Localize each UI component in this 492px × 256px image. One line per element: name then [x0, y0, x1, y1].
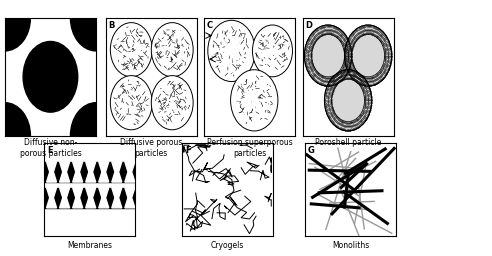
Text: Monoliths: Monoliths	[332, 241, 369, 250]
Circle shape	[252, 25, 292, 77]
Bar	[44, 162, 135, 182]
Text: Diffusive porous
particles: Diffusive porous particles	[120, 138, 183, 158]
Polygon shape	[99, 188, 109, 208]
Circle shape	[70, 0, 122, 51]
Circle shape	[352, 34, 385, 77]
Polygon shape	[125, 188, 135, 208]
Text: E: E	[47, 146, 53, 155]
Text: Membranes: Membranes	[67, 241, 112, 250]
Polygon shape	[86, 162, 96, 182]
Circle shape	[344, 25, 392, 86]
Circle shape	[332, 79, 365, 122]
Circle shape	[23, 41, 78, 112]
Polygon shape	[86, 188, 96, 208]
Polygon shape	[60, 162, 69, 182]
Text: B: B	[109, 22, 115, 30]
Polygon shape	[47, 162, 57, 182]
Polygon shape	[60, 188, 69, 208]
Text: Cryogels: Cryogels	[211, 241, 244, 250]
Polygon shape	[125, 162, 135, 182]
Circle shape	[324, 70, 372, 131]
Text: Diffusive non-
porous particles: Diffusive non- porous particles	[20, 138, 81, 158]
Text: A: A	[8, 22, 14, 30]
Circle shape	[110, 76, 152, 130]
Circle shape	[208, 20, 255, 81]
Text: F: F	[185, 146, 190, 155]
Circle shape	[312, 34, 344, 77]
Circle shape	[70, 103, 122, 169]
Text: Poroshell particle: Poroshell particle	[315, 138, 381, 147]
Text: G: G	[308, 146, 315, 155]
Polygon shape	[47, 188, 57, 208]
Circle shape	[0, 103, 31, 169]
Bar	[44, 188, 135, 208]
Polygon shape	[112, 188, 122, 208]
Circle shape	[110, 23, 152, 77]
Text: D: D	[306, 22, 312, 30]
Circle shape	[231, 70, 278, 131]
Polygon shape	[112, 162, 122, 182]
Text: C: C	[207, 22, 213, 30]
Polygon shape	[73, 188, 83, 208]
Circle shape	[152, 76, 193, 130]
Circle shape	[0, 0, 31, 51]
Text: Perfusion superporous
particles: Perfusion superporous particles	[207, 138, 293, 158]
Circle shape	[152, 23, 193, 77]
Polygon shape	[73, 162, 83, 182]
Polygon shape	[99, 162, 109, 182]
Circle shape	[305, 25, 352, 86]
